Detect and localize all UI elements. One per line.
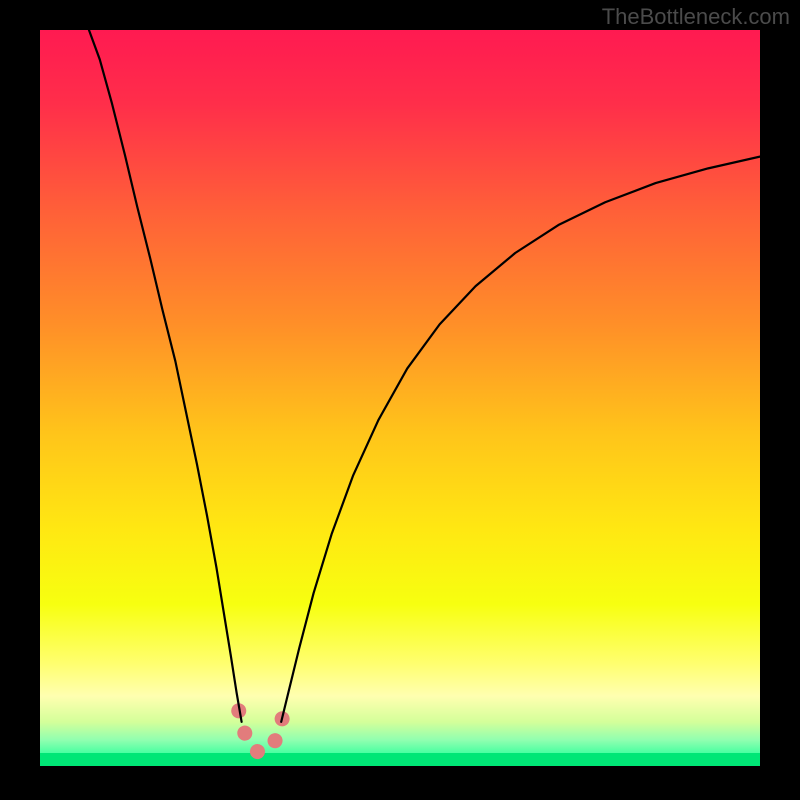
curve-right [281, 157, 760, 722]
watermark-text: TheBottleneck.com [602, 4, 790, 30]
bottom-marker-path [239, 711, 284, 752]
chart-frame: TheBottleneck.com [0, 0, 800, 800]
plot-area [40, 30, 760, 766]
curve-left [89, 30, 242, 722]
curves-svg [40, 30, 760, 766]
